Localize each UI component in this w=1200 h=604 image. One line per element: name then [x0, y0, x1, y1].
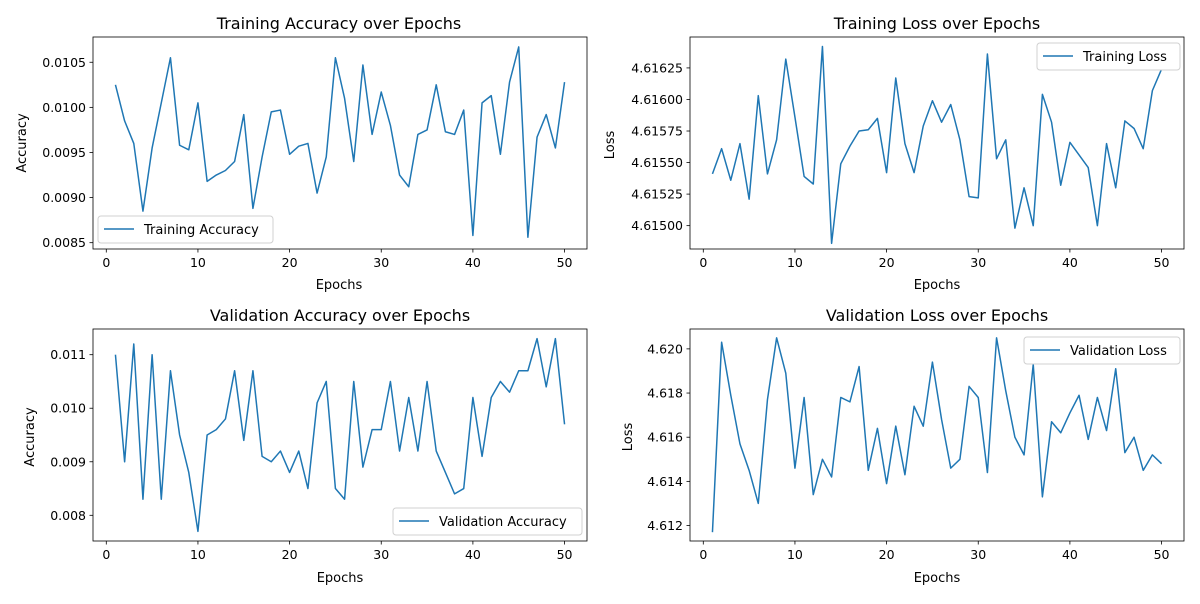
legend-label: Training Loss [1082, 50, 1167, 65]
x-tick-label: 50 [1154, 255, 1170, 270]
x-axis-label: Epochs [317, 571, 364, 586]
y-axis-label: Loss [603, 131, 618, 160]
legend: Validation Accuracy [392, 507, 583, 536]
y-tick-label: 4.618 [647, 386, 683, 401]
x-tick-label: 40 [465, 547, 481, 562]
x-tick-label: 20 [879, 255, 895, 270]
y-tick-label: 0.0090 [42, 190, 86, 205]
axes-frame [689, 36, 1185, 250]
x-tick-label: 30 [373, 547, 389, 562]
axes-frame [92, 328, 588, 542]
y-tick-label: 0.0085 [42, 235, 86, 250]
plot-area: 0 10 20 30 40 50 4.61500 4.61525 4.61550 4.61575 4… [631, 36, 1185, 270]
legend: Training Loss [1036, 42, 1181, 71]
y-tick-label: 4.61500 [631, 218, 683, 233]
x-tick-label: 40 [1062, 255, 1078, 270]
subplot-validation-accuracy: Validation Accuracy over Epochs Epochs A… [23, 306, 588, 586]
legend: Training Accuracy [97, 215, 274, 244]
y-axis-label: Loss [621, 423, 636, 452]
x-tick-label: 10 [787, 547, 803, 562]
x-tick-label: 10 [190, 255, 206, 270]
y-tick-label: 0.0100 [42, 100, 86, 115]
x-tick-label: 10 [190, 547, 206, 562]
x-tick-label: 50 [1154, 547, 1170, 562]
x-tick-label: 40 [465, 255, 481, 270]
x-tick-label: 50 [557, 547, 573, 562]
plot-title: Validation Accuracy over Epochs [210, 306, 470, 325]
legend: Validation Loss [1023, 336, 1181, 365]
x-tick-label: 0 [102, 255, 110, 270]
plot-area: 0 10 20 30 40 50 0.0085 0.0090 0.0095 0.0100 0.010… [42, 36, 588, 270]
subplot-training-loss: Training Loss over Epochs Epochs Loss 0 1… [603, 14, 1185, 293]
axes-frame [689, 328, 1185, 542]
axes-frame [92, 36, 588, 250]
x-tick-label: 50 [557, 255, 573, 270]
plot-title: Training Accuracy over Epochs [216, 14, 461, 33]
y-tick-label: 4.61600 [631, 92, 683, 107]
x-axis-label: Epochs [316, 278, 363, 293]
x-axis-label: Epochs [914, 571, 961, 586]
x-tick-label: 30 [970, 255, 986, 270]
legend-label: Training Accuracy [143, 223, 259, 238]
x-tick-label: 20 [879, 547, 895, 562]
y-tick-label: 0.0105 [42, 55, 86, 70]
plot-title: Training Loss over Epochs [833, 14, 1041, 33]
x-tick-label: 0 [699, 255, 707, 270]
y-tick-label: 4.61525 [631, 187, 683, 202]
x-axis-label: Epochs [914, 278, 961, 293]
series-line [114, 337, 566, 533]
plot-area: 0 10 20 30 40 50 4.612 4.614 4.616 4.618 4.620 [647, 328, 1185, 562]
x-tick-label: 0 [699, 547, 707, 562]
x-tick-label: 0 [102, 547, 110, 562]
plot-title: Validation Loss over Epochs [826, 306, 1048, 325]
series-line [711, 45, 1163, 245]
x-tick-label: 30 [373, 255, 389, 270]
legend-label: Validation Loss [1070, 344, 1167, 359]
subplot-training-accuracy: Training Accuracy over Epochs Epochs Acc… [15, 14, 588, 293]
x-tick-label: 20 [282, 255, 298, 270]
y-tick-label: 4.612 [647, 518, 683, 533]
y-tick-label: 4.61550 [631, 155, 683, 170]
plot-area: 0 10 20 30 40 50 0.008 0.009 0.010 0.011 [50, 328, 588, 562]
x-tick-label: 40 [1062, 547, 1078, 562]
y-tick-label: 4.620 [647, 341, 683, 356]
y-tick-label: 0.010 [50, 401, 86, 416]
y-axis-label: Accuracy [15, 113, 30, 173]
y-tick-label: 4.614 [647, 474, 683, 489]
y-tick-label: 4.61625 [631, 60, 683, 75]
y-tick-label: 0.009 [50, 454, 86, 469]
y-tick-label: 4.616 [647, 430, 683, 445]
x-tick-label: 20 [282, 547, 298, 562]
y-tick-label: 0.008 [50, 508, 86, 523]
y-axis-label: Accuracy [23, 407, 38, 467]
y-tick-label: 0.011 [50, 347, 86, 362]
y-tick-label: 0.0095 [42, 145, 86, 160]
legend-label: Validation Accuracy [439, 515, 567, 530]
subplot-validation-loss: Validation Loss over Epochs Epochs Loss … [621, 306, 1185, 586]
series-line [114, 46, 566, 239]
x-tick-label: 30 [970, 547, 986, 562]
x-tick-label: 10 [787, 255, 803, 270]
series-line [711, 337, 1163, 533]
y-tick-label: 4.61575 [631, 124, 683, 139]
